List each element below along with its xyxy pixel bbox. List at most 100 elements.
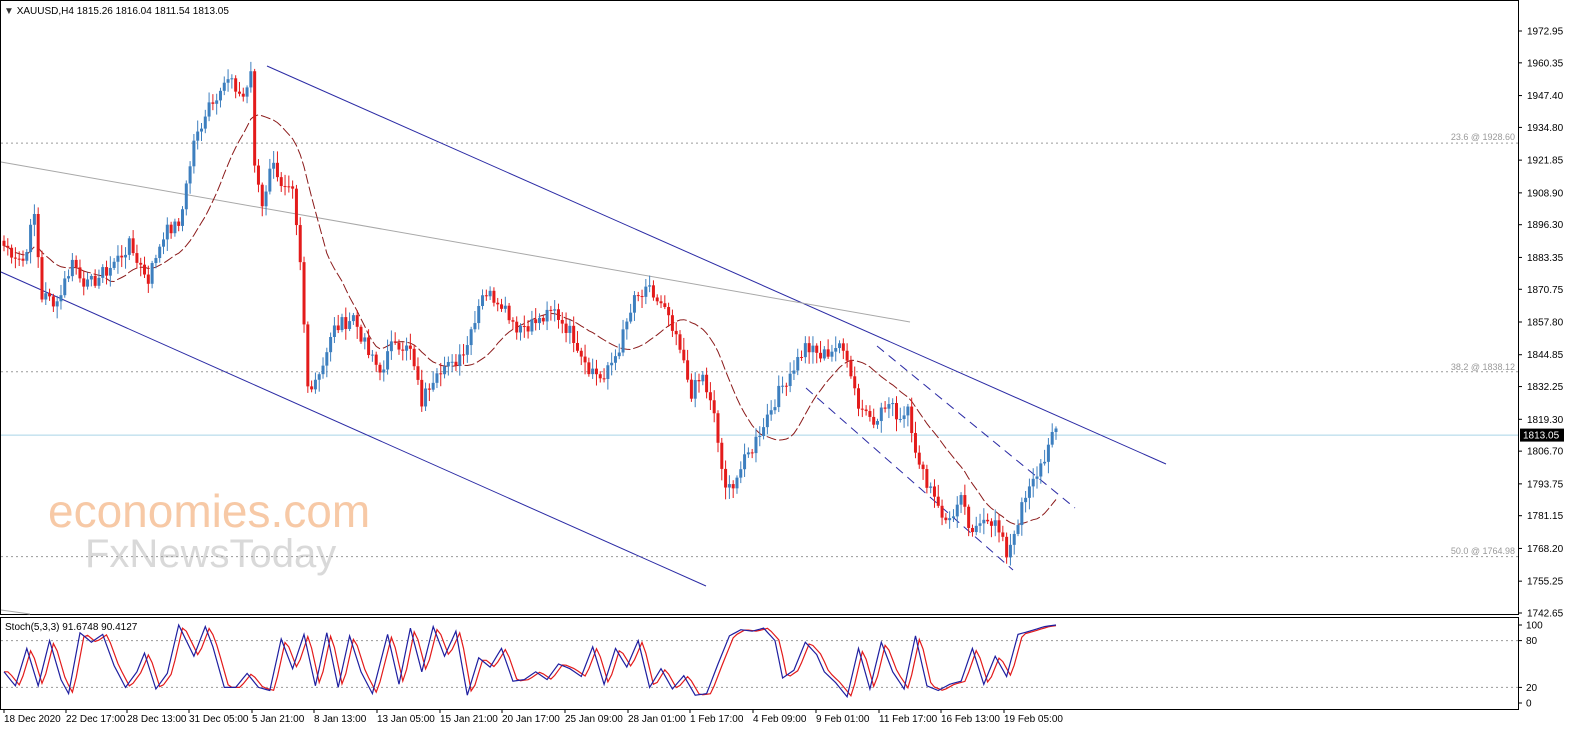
candle-body <box>917 452 921 465</box>
candle-body <box>2 240 6 246</box>
candle-body <box>431 382 435 390</box>
candle-body <box>997 520 1001 533</box>
candle-body <box>405 345 409 351</box>
lower-channel-line[interactable] <box>0 271 707 587</box>
candle-body <box>336 325 340 331</box>
candle-body <box>860 408 864 410</box>
candle-body <box>13 257 17 259</box>
dashed-lower-line[interactable] <box>805 387 1014 571</box>
candle-body <box>150 263 154 284</box>
candle-body <box>834 348 838 352</box>
candle-body <box>1035 476 1039 479</box>
candlesticks <box>2 61 1058 566</box>
y-tick-label: 1972.95 <box>1527 27 1564 38</box>
candle-body <box>162 239 166 247</box>
candle-body <box>105 267 109 276</box>
x-tick-label: 28 Jan 01:00 <box>628 714 686 725</box>
candle-body <box>537 317 541 324</box>
candle-body <box>108 267 112 276</box>
candle-body <box>815 345 819 353</box>
chart-header: ▼ XAUUSD,H4 1815.26 1816.04 1811.54 1813… <box>4 6 229 17</box>
stoch-level-label: 0 <box>1526 699 1532 710</box>
candle-body <box>944 517 948 521</box>
candle-body <box>169 224 173 234</box>
y-tick-label: 1819.30 <box>1527 415 1564 426</box>
candle-body <box>393 341 397 343</box>
candle-body <box>340 317 344 331</box>
candle-body <box>1001 532 1005 537</box>
candle-body <box>511 320 515 322</box>
candle-body <box>659 301 663 304</box>
candle-body <box>17 258 21 260</box>
upper-channel-line[interactable] <box>266 65 1167 465</box>
candle-body <box>40 257 44 300</box>
x-tick-label: 9 Feb 01:00 <box>816 714 870 725</box>
candle-body <box>849 360 853 377</box>
candle-body <box>989 521 993 526</box>
candle-body <box>750 452 754 454</box>
candle-body <box>712 400 716 414</box>
candle-body <box>579 350 583 357</box>
candle-body <box>249 71 253 88</box>
candle-body <box>367 337 371 356</box>
candle-body <box>245 87 249 97</box>
candle-body <box>929 486 933 488</box>
candle-body <box>469 329 473 346</box>
x-tick-label: 1 Feb 17:00 <box>690 714 744 725</box>
candle-body <box>131 238 135 254</box>
fib-label-38-2: 38.2 @ 1838.12 <box>1451 362 1515 372</box>
candle-body <box>283 186 287 188</box>
candle-body <box>298 225 302 263</box>
candle-body <box>864 409 868 412</box>
x-tick-label: 16 Feb 13:00 <box>941 714 1000 725</box>
candle-body <box>188 166 192 184</box>
stoch-frame <box>0 617 1519 710</box>
candle-body <box>621 329 625 353</box>
candle-body <box>332 325 336 337</box>
candle-body <box>234 78 238 92</box>
candle-body <box>124 254 128 258</box>
candle-body <box>450 361 454 363</box>
candle-body <box>158 246 162 259</box>
candle-body <box>594 368 598 375</box>
y-tick-label: 1883.35 <box>1527 253 1564 264</box>
y-tick-label: 1844.85 <box>1527 350 1564 361</box>
candle-body <box>549 309 553 311</box>
x-tick-label: 4 Feb 09:00 <box>753 714 807 725</box>
candle-body <box>587 362 591 375</box>
candle-body <box>408 345 412 349</box>
gray-trendline[interactable] <box>0 161 911 323</box>
candle-body <box>207 102 211 117</box>
candle-body <box>355 315 359 327</box>
candle-body <box>329 336 333 353</box>
candle-body <box>89 275 93 280</box>
candle-body <box>1016 525 1020 534</box>
y-tick-label: 1793.75 <box>1527 479 1564 490</box>
candle-body <box>910 406 914 434</box>
candle-body <box>222 82 226 91</box>
candle-body <box>648 285 652 287</box>
candle-body <box>389 341 393 352</box>
candle-body <box>894 403 898 420</box>
candle-body <box>735 477 739 489</box>
candle-body <box>568 325 572 333</box>
candle-body <box>21 258 25 261</box>
candle-body <box>500 304 504 309</box>
candle-body <box>143 264 147 275</box>
candle-body <box>602 378 606 380</box>
dashed-upper-line[interactable] <box>876 345 1076 509</box>
candle-body <box>841 343 845 351</box>
candle-body <box>887 404 891 409</box>
candle-body <box>541 317 545 322</box>
x-tick-label: 18 Dec 2020 <box>4 714 61 725</box>
y-tick-label: 1742.65 <box>1527 609 1564 620</box>
candle-body <box>154 258 158 264</box>
candle-body <box>807 343 811 353</box>
candle-body <box>275 162 279 178</box>
candle-body <box>762 427 766 437</box>
candle-body <box>180 209 184 226</box>
candle-body <box>522 326 526 328</box>
candle-body <box>424 388 428 407</box>
candle-body <box>845 350 849 361</box>
